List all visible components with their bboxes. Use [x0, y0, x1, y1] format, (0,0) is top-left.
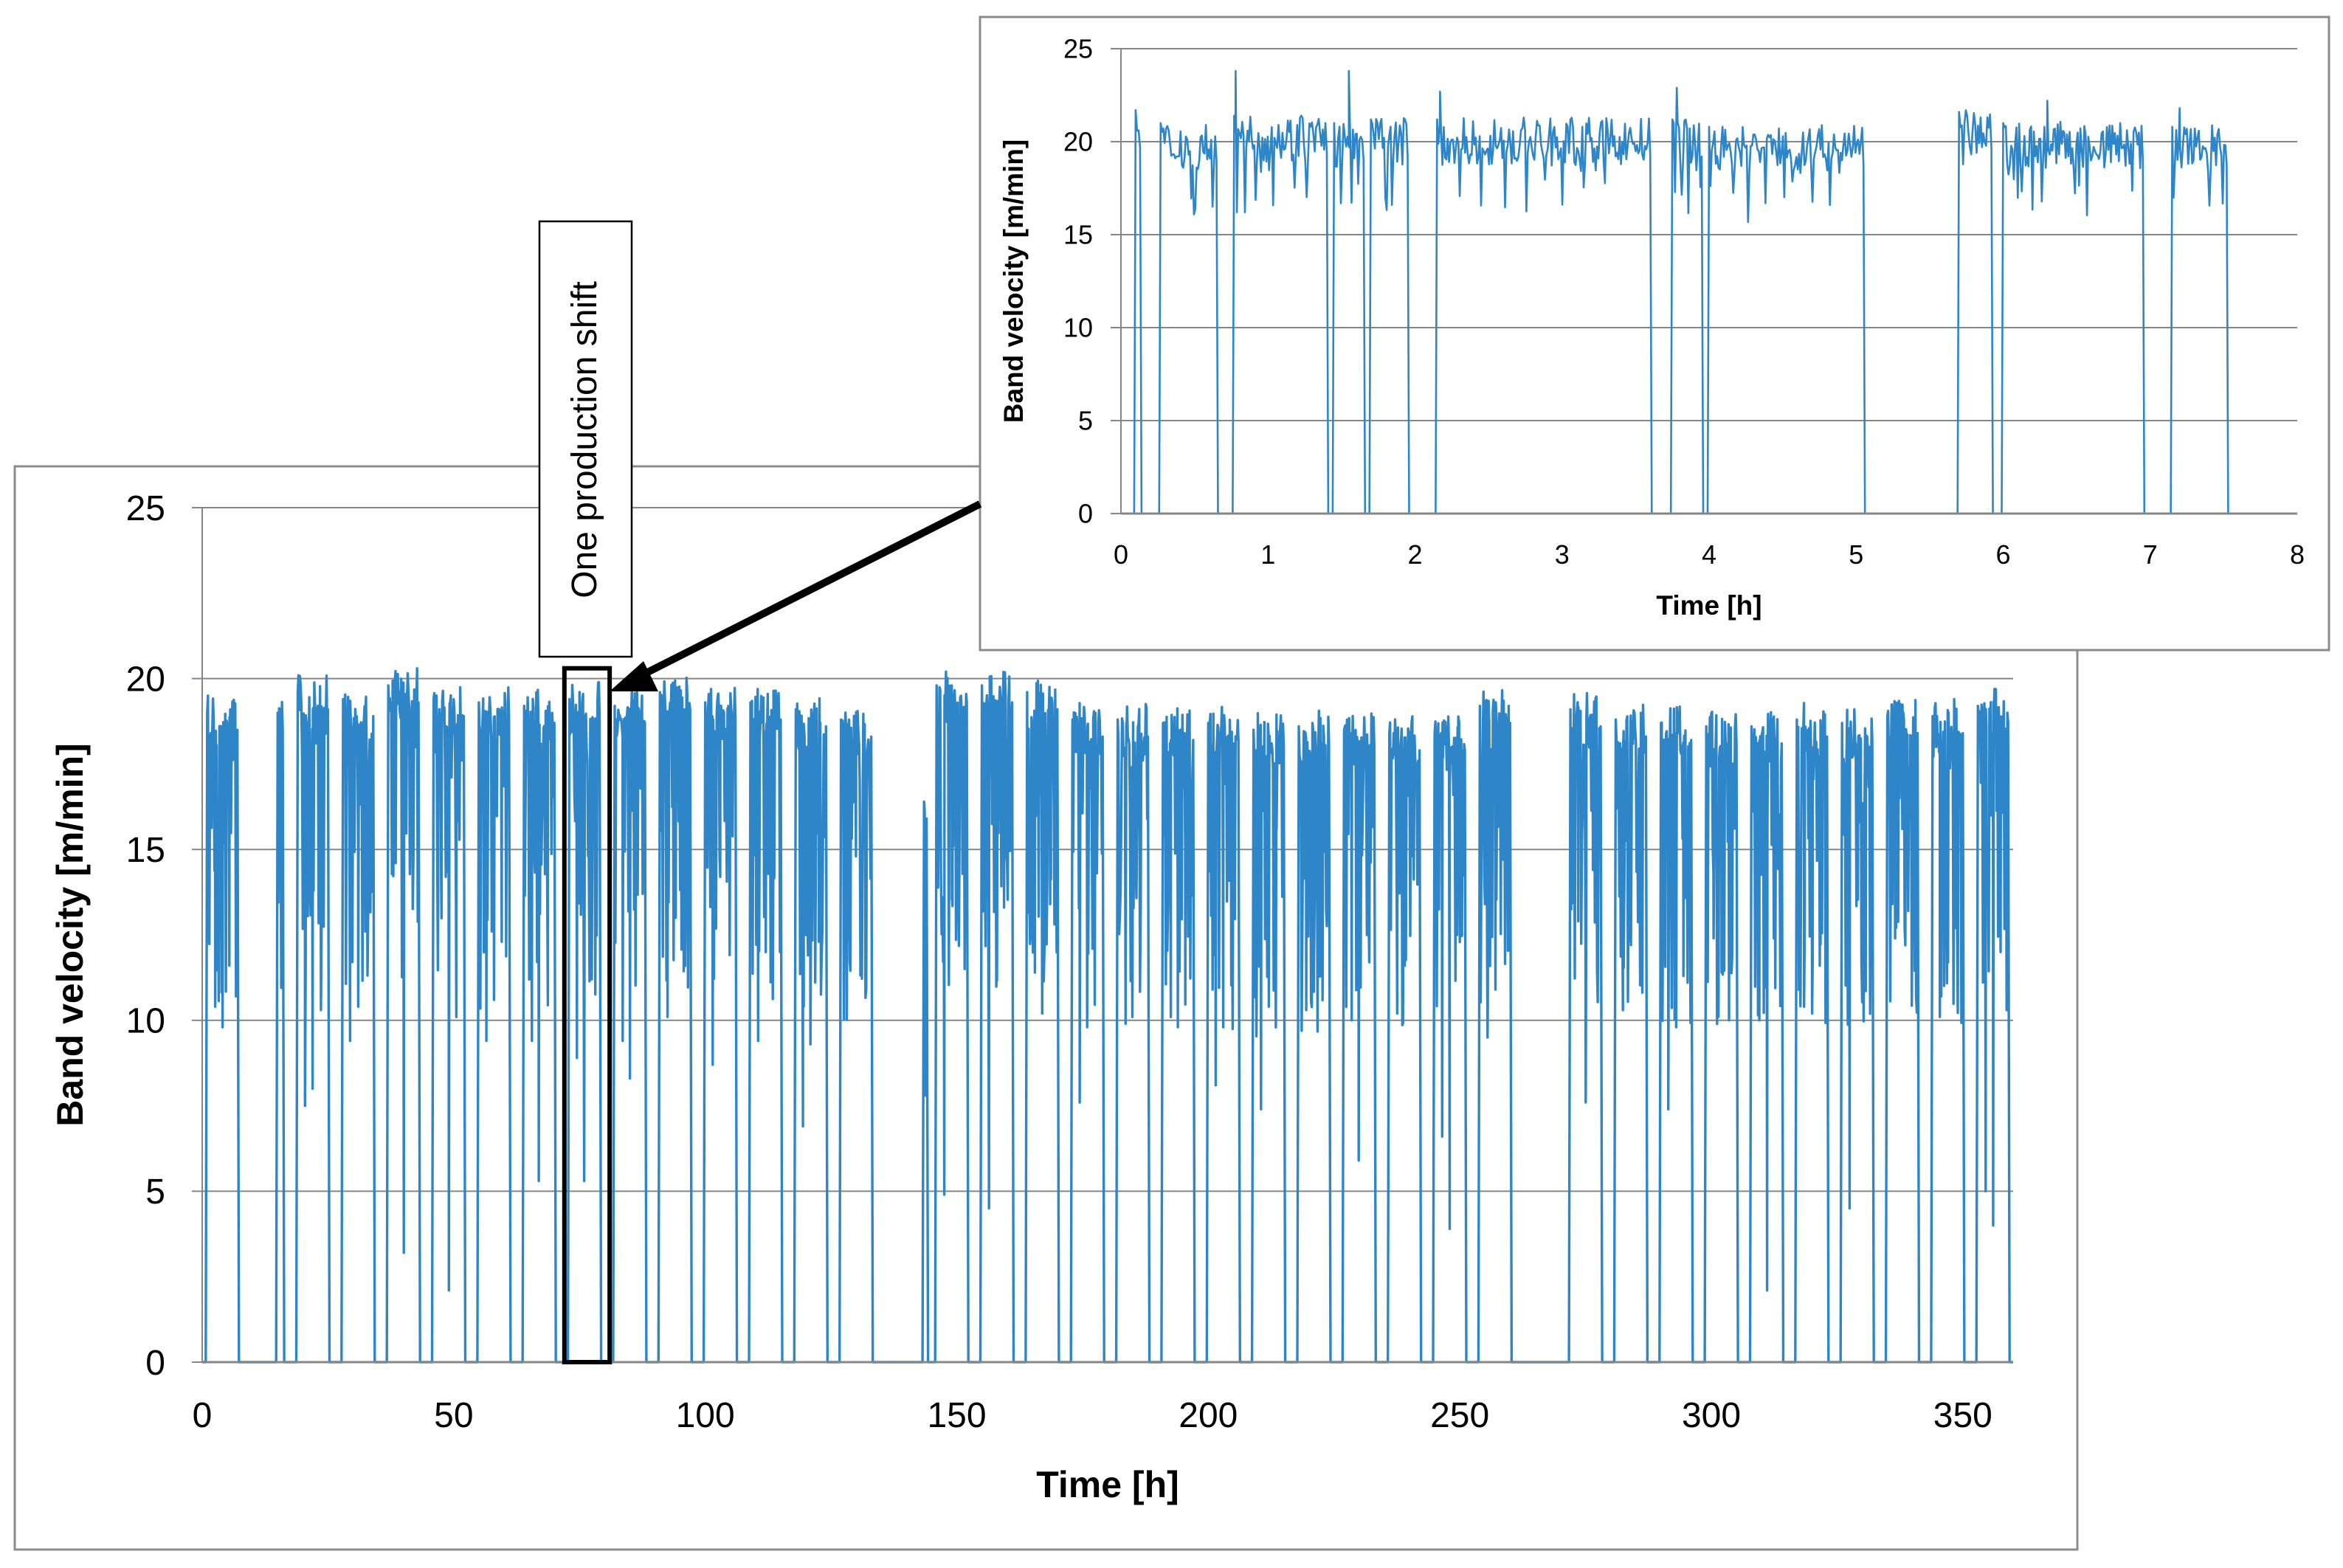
inset-chart-frame [979, 15, 2330, 652]
zoom-arrow-head [610, 661, 658, 691]
inset-x-tick-label: 1 [1260, 539, 1275, 570]
inset-y-ticks: 0 5 10 15 20 25 [1063, 34, 1093, 529]
inset-x-axis-label: Time [h] [1656, 590, 1761, 621]
main-x-tick-label: 250 [1430, 1396, 1489, 1435]
inset-series-line [1121, 69, 2297, 515]
inset-y-tick-label: 5 [1078, 406, 1093, 436]
inset-y-axis-label: Band velocity [m/min] [998, 139, 1029, 423]
inset-y-tick-label: 15 [1063, 220, 1093, 250]
inset-x-tick-label: 5 [1849, 539, 1863, 570]
shift-annotation: One production shift [538, 220, 633, 658]
main-y-tick-label: 20 [126, 660, 165, 699]
shift-annotation-box [538, 220, 633, 658]
shift-annotation-label: One production shift [565, 281, 604, 598]
inset-x-tick-label: 8 [2290, 539, 2305, 570]
inset-x-tick-label: 0 [1114, 539, 1128, 570]
main-x-tick-label: 0 [193, 1396, 213, 1435]
inset-x-ticks: 0 1 2 3 4 5 6 7 8 [1114, 539, 2305, 570]
inset-y-tick-label: 20 [1063, 127, 1093, 157]
inset-chart: 0 5 10 15 20 25 0 1 2 3 4 5 6 7 8 Time [h] Band veloc… [979, 15, 2330, 652]
production-shift-highlight [562, 666, 613, 1364]
zoom-arrow [610, 500, 982, 691]
inset-x-tick-label: 2 [1407, 539, 1422, 570]
main-y-ticks: 0 5 10 15 20 25 [126, 489, 165, 1383]
inset-x-tick-label: 6 [1995, 539, 2010, 570]
main-y-tick-label: 15 [126, 831, 165, 870]
inset-y-tick-label: 10 [1063, 313, 1093, 343]
inset-x-tick-label: 4 [1702, 539, 1716, 570]
main-x-tick-label: 300 [1682, 1396, 1741, 1435]
main-x-axis-label: Time [h] [1036, 1464, 1179, 1505]
main-y-axis-label: Band velocity [m/min] [49, 743, 91, 1127]
inset-x-tick-label: 3 [1555, 539, 1570, 570]
inset-y-tick-label: 0 [1078, 499, 1093, 529]
main-x-tick-label: 350 [1933, 1396, 1992, 1435]
main-y-tick-label: 5 [145, 1172, 165, 1212]
inset-x-tick-label: 7 [2143, 539, 2158, 570]
main-x-tick-label: 150 [927, 1396, 986, 1435]
main-y-tick-label: 25 [126, 489, 165, 528]
main-y-tick-label: 10 [126, 1002, 165, 1041]
main-x-tick-label: 100 [676, 1396, 735, 1435]
main-x-ticks: 0 50 100 150 200 250 300 350 [193, 1396, 1992, 1435]
main-x-tick-label: 200 [1179, 1396, 1238, 1435]
main-series-line [202, 667, 2013, 1364]
zoom-arrow-shaft [625, 500, 982, 686]
main-y-tick-label: 0 [145, 1344, 165, 1383]
inset-gridlines [1111, 48, 2297, 514]
main-x-tick-label: 50 [434, 1396, 473, 1435]
inset-y-tick-label: 25 [1063, 34, 1093, 64]
